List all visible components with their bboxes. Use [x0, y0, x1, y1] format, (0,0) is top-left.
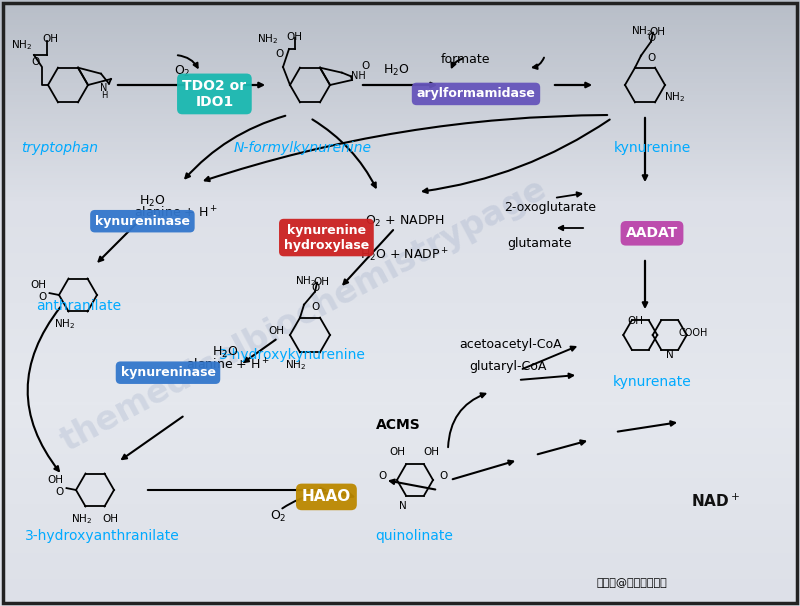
Text: tryptophan: tryptophan	[22, 141, 98, 156]
Text: NH$_2$: NH$_2$	[11, 38, 33, 52]
Text: OH: OH	[268, 326, 284, 336]
Text: OH: OH	[286, 32, 302, 42]
Text: formate: formate	[441, 53, 490, 66]
Text: alanine + H$^+$: alanine + H$^+$	[186, 357, 270, 373]
Text: kynureninase: kynureninase	[121, 366, 215, 379]
Text: O$_2$: O$_2$	[270, 509, 286, 524]
Text: OH: OH	[313, 277, 329, 287]
Text: O: O	[648, 33, 656, 42]
Text: N: N	[100, 83, 108, 93]
Text: HAAO: HAAO	[302, 490, 351, 504]
Text: alanine + H$^+$: alanine + H$^+$	[134, 205, 218, 221]
Text: N: N	[399, 501, 407, 511]
Text: NH: NH	[350, 72, 366, 81]
Text: 3-hydroxykynurenine: 3-hydroxykynurenine	[218, 347, 366, 362]
Text: OH: OH	[42, 34, 58, 44]
Text: NH$_2$: NH$_2$	[295, 274, 317, 288]
Text: NH$_2$: NH$_2$	[258, 32, 278, 46]
Text: H$_2$O: H$_2$O	[138, 194, 166, 208]
Text: quinolinate: quinolinate	[375, 529, 454, 544]
Text: OH: OH	[649, 27, 665, 37]
Text: 2-oxoglutarate: 2-oxoglutarate	[504, 201, 596, 214]
Text: anthranilate: anthranilate	[36, 299, 121, 313]
Text: AADAT: AADAT	[626, 226, 678, 241]
Text: kynurenine: kynurenine	[614, 141, 690, 156]
Text: NH$_2$: NH$_2$	[286, 358, 306, 372]
Text: TDO2 or
IDO1: TDO2 or IDO1	[182, 79, 246, 109]
Text: NH$_2$: NH$_2$	[54, 317, 75, 331]
Text: kynurenate: kynurenate	[613, 375, 691, 389]
Text: NH$_2$: NH$_2$	[665, 90, 686, 104]
Text: NH$_2$: NH$_2$	[631, 24, 653, 38]
Text: COOH: COOH	[678, 328, 708, 338]
Text: H$_2$O: H$_2$O	[212, 345, 239, 360]
Text: acetoacetyl-CoA: acetoacetyl-CoA	[459, 338, 562, 351]
Text: glutamate: glutamate	[508, 237, 572, 250]
Text: OH: OH	[423, 447, 439, 457]
Text: O$_2$: O$_2$	[174, 64, 190, 79]
Text: OH: OH	[389, 447, 405, 457]
Text: OH: OH	[102, 514, 118, 524]
Text: O$_2$ + NADPH: O$_2$ + NADPH	[365, 214, 445, 228]
Text: OH: OH	[47, 474, 63, 485]
Text: N: N	[666, 350, 674, 359]
Text: O: O	[276, 49, 284, 59]
Text: N-formylkynurenine: N-formylkynurenine	[234, 141, 371, 156]
Text: themedicalbiochemistrypage: themedicalbiochemistrypage	[55, 173, 553, 458]
Text: O: O	[311, 302, 319, 311]
Text: NAD$^+$: NAD$^+$	[691, 493, 741, 510]
Text: 3-hydroxyanthranilate: 3-hydroxyanthranilate	[25, 529, 180, 544]
Text: O: O	[440, 471, 448, 481]
Text: arylformamidase: arylformamidase	[417, 87, 535, 101]
Text: O: O	[32, 57, 40, 67]
Text: glutaryl-CoA: glutaryl-CoA	[470, 360, 546, 373]
Text: H: H	[101, 92, 107, 101]
Text: O: O	[648, 53, 656, 62]
Text: O: O	[312, 282, 320, 293]
Text: O: O	[56, 487, 64, 497]
Text: H$_2$O: H$_2$O	[382, 64, 410, 78]
Text: O: O	[38, 292, 47, 302]
Text: O: O	[378, 471, 386, 481]
Text: 搜狐号@李老师谈生化: 搜狐号@李老师谈生化	[597, 578, 667, 588]
Text: kynureninase: kynureninase	[95, 215, 190, 228]
Text: OH: OH	[628, 316, 644, 327]
Text: kynurenine
hydroxylase: kynurenine hydroxylase	[284, 224, 369, 251]
Text: O: O	[361, 61, 369, 72]
Text: H$_2$O + NADP$^+$: H$_2$O + NADP$^+$	[360, 247, 450, 264]
Text: NH$_2$: NH$_2$	[71, 512, 92, 525]
Text: ACMS: ACMS	[376, 418, 421, 433]
Text: OH: OH	[30, 279, 46, 290]
